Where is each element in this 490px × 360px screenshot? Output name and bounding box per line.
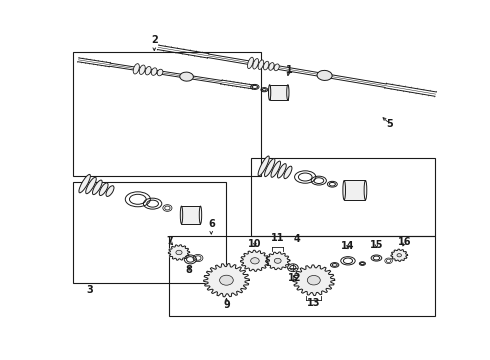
Ellipse shape [364, 180, 367, 200]
Bar [270, 85, 288, 100]
Text: 4: 4 [294, 234, 300, 244]
Ellipse shape [247, 57, 253, 69]
Ellipse shape [264, 61, 269, 70]
Ellipse shape [343, 180, 345, 200]
Text: 15: 15 [369, 240, 383, 250]
Text: 2: 2 [151, 35, 158, 45]
Ellipse shape [199, 206, 202, 224]
Text: 3: 3 [87, 285, 94, 296]
Bar [181, 206, 200, 224]
Ellipse shape [157, 69, 163, 76]
Text: 7: 7 [166, 237, 173, 246]
Text: 13: 13 [307, 298, 320, 308]
Bar [251, 158, 435, 236]
Text: 6: 6 [208, 219, 215, 229]
Ellipse shape [139, 65, 145, 75]
Ellipse shape [99, 183, 108, 195]
Ellipse shape [317, 71, 332, 80]
Ellipse shape [180, 206, 183, 224]
Circle shape [394, 252, 404, 259]
Text: 10: 10 [248, 239, 262, 249]
Ellipse shape [287, 85, 289, 100]
Polygon shape [204, 264, 249, 297]
Polygon shape [293, 265, 335, 296]
Circle shape [245, 254, 265, 268]
Ellipse shape [274, 64, 279, 71]
Ellipse shape [258, 156, 269, 176]
Ellipse shape [79, 174, 90, 193]
Circle shape [211, 269, 242, 291]
Text: 5: 5 [386, 118, 393, 129]
Ellipse shape [284, 166, 292, 179]
Circle shape [397, 254, 401, 257]
Text: 1: 1 [286, 64, 293, 75]
Ellipse shape [86, 177, 96, 194]
Polygon shape [266, 252, 290, 270]
Bar [73, 51, 261, 176]
Circle shape [176, 250, 182, 255]
Circle shape [251, 258, 259, 264]
Circle shape [220, 275, 233, 285]
Polygon shape [241, 250, 270, 271]
Circle shape [307, 275, 320, 285]
Text: 16: 16 [398, 237, 412, 247]
Bar [170, 236, 435, 316]
Polygon shape [169, 245, 190, 260]
Polygon shape [391, 249, 408, 261]
Ellipse shape [258, 60, 264, 69]
Text: 8: 8 [185, 265, 192, 275]
Text: 14: 14 [341, 240, 355, 251]
Ellipse shape [180, 72, 194, 81]
Ellipse shape [269, 63, 274, 70]
Text: 12: 12 [288, 273, 301, 283]
Ellipse shape [253, 59, 259, 69]
Circle shape [270, 255, 285, 266]
Text: 11: 11 [271, 233, 285, 243]
Text: 9: 9 [223, 300, 230, 310]
Ellipse shape [106, 186, 114, 197]
Ellipse shape [265, 158, 275, 177]
Ellipse shape [145, 67, 151, 75]
Circle shape [172, 247, 186, 257]
Ellipse shape [269, 85, 271, 100]
Bar [344, 180, 366, 200]
Bar [73, 182, 226, 283]
Circle shape [274, 258, 281, 263]
Circle shape [299, 270, 328, 291]
Ellipse shape [271, 161, 281, 177]
Ellipse shape [151, 68, 157, 75]
Ellipse shape [93, 180, 102, 195]
Ellipse shape [277, 164, 286, 178]
Ellipse shape [133, 64, 139, 74]
